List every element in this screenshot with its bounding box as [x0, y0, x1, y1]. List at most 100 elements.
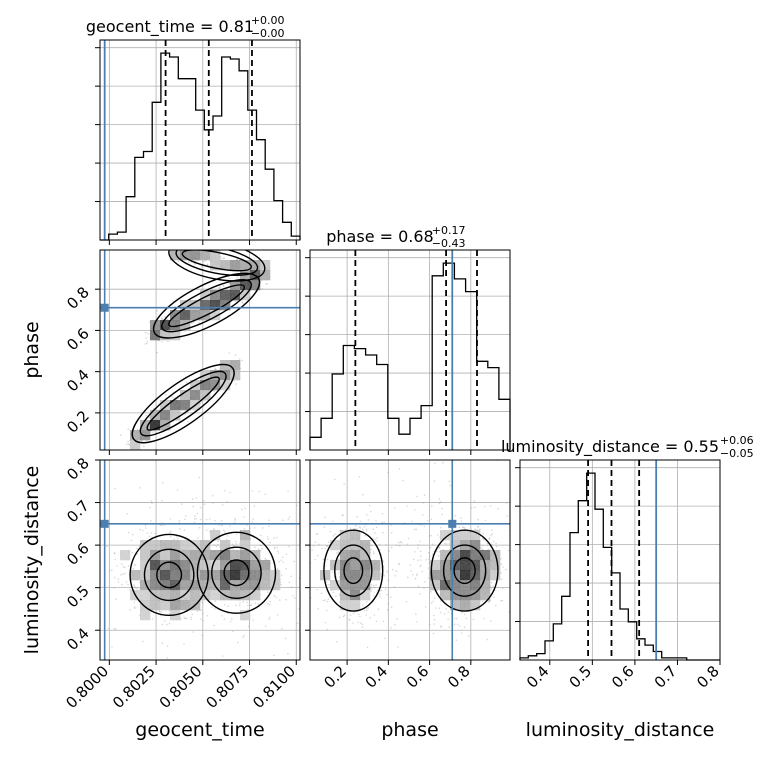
sample-point [384, 637, 386, 640]
sample-point [124, 566, 126, 569]
density-cell [210, 250, 221, 261]
sample-point [495, 542, 497, 545]
density-cell [210, 550, 221, 561]
sample-point [526, 529, 528, 531]
density-cell [440, 590, 451, 601]
sample-point [279, 476, 281, 478]
sample-point [419, 565, 421, 568]
density-cell [340, 580, 351, 591]
sample-point [343, 614, 346, 616]
density-cell [140, 590, 151, 601]
sample-point [501, 599, 504, 602]
sample-point [287, 652, 289, 655]
density-cell [150, 420, 161, 431]
x-axis-label: luminosity_distance [526, 719, 715, 741]
sample-point [449, 484, 452, 487]
sample-point [383, 575, 386, 577]
density-cell [220, 540, 231, 551]
contour-line [139, 370, 227, 437]
sample-point [410, 570, 412, 572]
sample-point [342, 514, 344, 516]
sample-point [462, 526, 465, 529]
contour-line [223, 559, 250, 587]
sample-point [238, 604, 241, 607]
sample-point [468, 635, 470, 637]
sample-point [326, 545, 329, 547]
sample-point [480, 547, 483, 549]
density-cell [220, 560, 231, 571]
density-cell [150, 330, 161, 341]
sample-point [166, 623, 168, 626]
sample-point [232, 548, 235, 550]
density-cell [200, 590, 211, 601]
contour-line [131, 363, 235, 444]
tick-label: 0.5 [63, 582, 93, 612]
sample-point [205, 518, 208, 521]
sample-point [234, 540, 237, 543]
sample-point [139, 487, 141, 489]
sample-point [115, 628, 117, 630]
sample-point [439, 501, 442, 503]
sample-point [479, 528, 481, 530]
sample-point [332, 571, 334, 573]
sample-point [253, 257, 256, 260]
sample-point [213, 624, 215, 627]
density-cell [240, 610, 251, 621]
sample-point [193, 518, 196, 520]
sample-point [398, 545, 401, 547]
sample-point [259, 549, 262, 552]
sample-point [276, 536, 278, 539]
sample-point [490, 588, 493, 590]
truth-marker [100, 519, 109, 528]
sample-point [258, 490, 260, 493]
sample-point [500, 578, 503, 580]
sample-point [417, 547, 419, 549]
sample-point [500, 557, 502, 560]
sample-point [264, 625, 267, 627]
sample-point [293, 597, 296, 599]
density-cell [240, 260, 251, 271]
sample-point [252, 518, 254, 520]
sample-point [142, 529, 144, 532]
density-cell [450, 580, 461, 591]
x-axis-label: phase [381, 719, 438, 741]
sample-point [176, 536, 178, 538]
sample-point [287, 518, 290, 520]
sample-point [303, 549, 305, 551]
sample-point [438, 547, 440, 549]
sample-point [316, 554, 319, 557]
sample-point [136, 547, 138, 550]
sample-point [458, 526, 461, 529]
sample-point [495, 604, 497, 607]
panel-geocent_time-geocent_time [100, 40, 300, 240]
sample-point [322, 558, 325, 561]
sample-point [335, 614, 337, 616]
sample-point [234, 354, 237, 356]
density-cell [140, 610, 151, 621]
sample-point [250, 604, 252, 606]
tick-label: 0.7 [651, 662, 681, 692]
density-cell [170, 580, 181, 591]
density-cell [470, 530, 481, 541]
sample-point [497, 508, 499, 510]
sample-point [234, 517, 236, 520]
sample-point [147, 332, 149, 335]
sample-point [254, 602, 257, 604]
sample-point [491, 529, 493, 531]
density-cell [180, 300, 191, 311]
sample-point [196, 610, 199, 612]
sample-point [153, 407, 155, 410]
sample-point [133, 564, 136, 567]
sample-point [156, 310, 159, 312]
sample-point [477, 525, 479, 528]
sample-point [235, 604, 237, 607]
sample-point [367, 519, 370, 521]
density-cell [470, 550, 481, 561]
sample-point [349, 527, 352, 530]
density-cell [150, 560, 161, 571]
density-cell [320, 570, 331, 581]
sample-point [315, 533, 318, 535]
sample-point [334, 478, 336, 481]
sample-point [476, 526, 479, 528]
sample-point [194, 515, 196, 517]
